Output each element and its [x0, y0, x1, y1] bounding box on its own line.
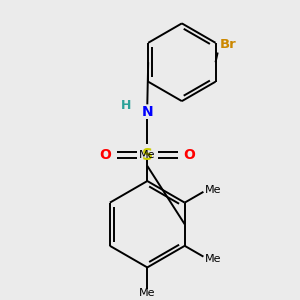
Text: Br: Br — [220, 38, 237, 52]
Text: Me: Me — [205, 185, 221, 195]
Text: Me: Me — [139, 288, 156, 298]
Text: Me: Me — [205, 254, 221, 264]
Text: O: O — [184, 148, 195, 162]
Text: S: S — [142, 148, 153, 163]
Text: Me: Me — [139, 150, 156, 160]
Text: O: O — [99, 148, 111, 162]
Text: N: N — [142, 105, 153, 119]
Text: H: H — [121, 99, 131, 112]
